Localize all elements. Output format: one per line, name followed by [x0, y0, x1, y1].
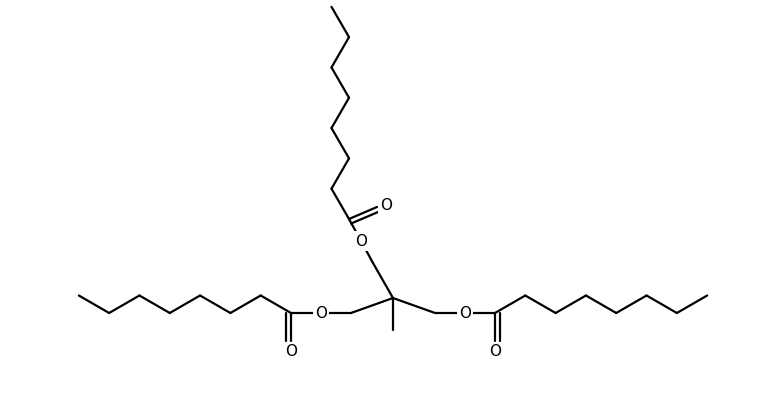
Text: O: O [380, 197, 392, 213]
Text: O: O [315, 306, 327, 321]
Text: O: O [285, 344, 297, 360]
Text: O: O [355, 234, 367, 248]
Text: O: O [489, 344, 501, 360]
Text: O: O [459, 306, 471, 321]
